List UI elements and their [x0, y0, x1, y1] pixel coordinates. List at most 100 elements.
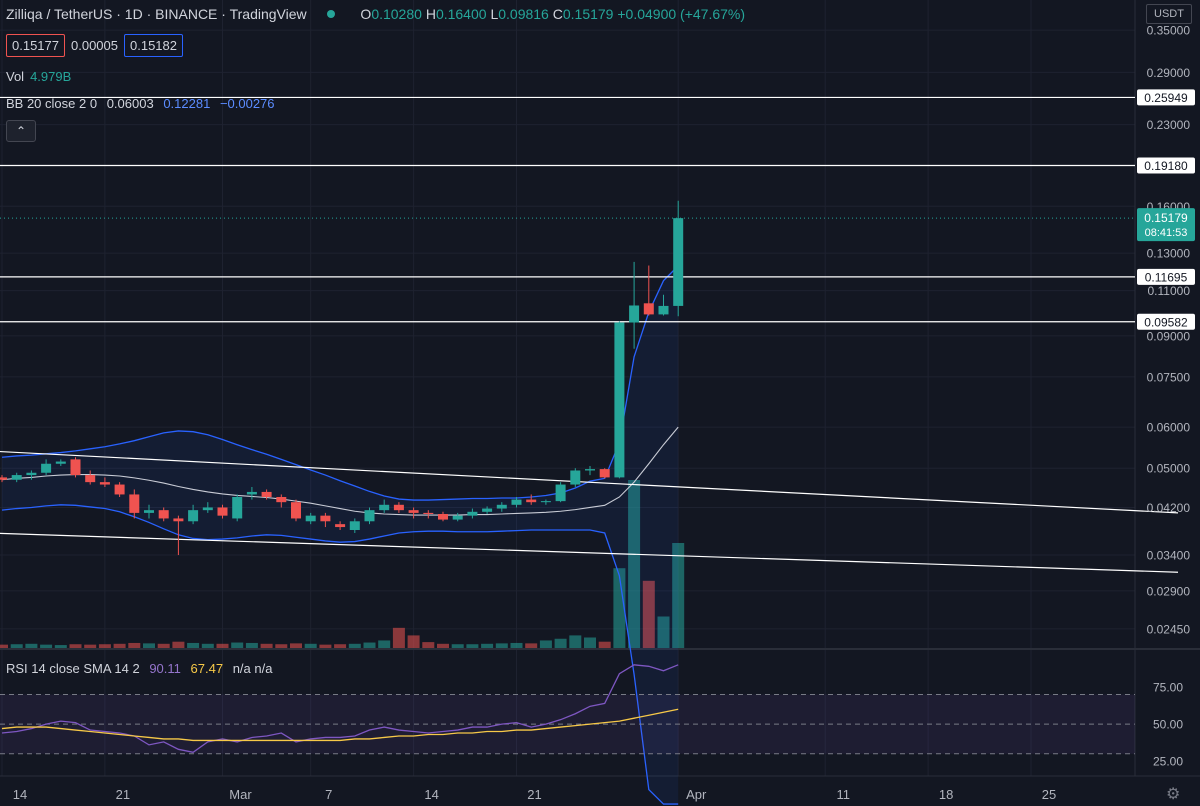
volume-bar — [466, 644, 479, 648]
price-tick-label: 0.02900 — [1147, 584, 1191, 598]
open-label: O — [360, 6, 372, 22]
candle-body — [393, 504, 404, 511]
price-tick-label: 0.06000 — [1147, 421, 1191, 435]
symbol-name[interactable]: Zilliqa / TetherUS — [6, 6, 113, 22]
candle-body — [232, 496, 243, 519]
candle-body — [99, 482, 110, 485]
volume-bar — [510, 642, 523, 648]
candle-body — [129, 494, 140, 513]
level-label: 0.11695 — [1145, 270, 1188, 284]
volume-bar — [128, 642, 141, 648]
volume-bar — [539, 640, 552, 648]
trendline — [0, 450, 1179, 514]
volume-bar — [628, 480, 641, 648]
bollinger-lower-value: −0.00276 — [219, 96, 275, 111]
rsi-tick-label: 75.00 — [1153, 681, 1183, 695]
price-tick-label: 0.09000 — [1147, 329, 1191, 343]
volume-bar — [98, 644, 111, 648]
open-value: 0.10280 — [371, 6, 422, 22]
volume-bar — [334, 644, 347, 648]
candle-body — [423, 512, 434, 514]
rsi-value: 90.11 — [149, 661, 181, 676]
bid-price[interactable]: 0.15177 — [6, 34, 65, 57]
volume-bar — [290, 643, 302, 648]
candle-body — [85, 475, 96, 483]
level-label-box — [1137, 157, 1195, 174]
bollinger-upper-value: 0.12281 — [163, 96, 211, 111]
volume-value: 4.979B — [30, 69, 72, 84]
rsi-extra: n/a n/a — [232, 661, 273, 676]
low-value: 0.09816 — [498, 6, 549, 22]
volume-label: Vol — [6, 69, 25, 84]
symbol-legend: Zilliqa / TetherUS · 1D · BINANCE · Trad… — [6, 6, 746, 22]
rsi-line — [1, 664, 679, 753]
volume-bar — [378, 640, 391, 648]
candle-body — [482, 508, 493, 512]
bollinger-basis-value: 0.06003 — [106, 96, 154, 111]
platform-label: TradingView — [229, 6, 307, 22]
volume-bar — [642, 580, 655, 648]
price-tick-label: 0.35000 — [1147, 24, 1191, 38]
candle-body — [188, 510, 199, 522]
candle-body — [555, 484, 566, 502]
bollinger-basis-line — [1, 426, 679, 516]
price-tick-label: 0.04200 — [1147, 501, 1191, 515]
volume-bar — [187, 642, 200, 648]
bollinger-legend[interactable]: BB 20 close 2 0 0.06003 0.12281 −0.00276 — [6, 96, 275, 111]
volume-bar — [245, 642, 258, 648]
trendline — [0, 532, 1179, 573]
bollinger-lower-line — [1, 504, 679, 805]
market-status-icon — [326, 10, 335, 18]
volume-bar — [216, 643, 229, 648]
volume-bar — [554, 638, 567, 648]
change-value: +0.04900 (+47.67%) — [617, 6, 746, 22]
spread-value: 0.00005 — [71, 38, 118, 53]
low-label: L — [490, 6, 499, 22]
candle-body — [202, 507, 213, 511]
time-tick-label: 11 — [836, 787, 850, 802]
candle-body — [673, 218, 684, 306]
candle-body — [379, 504, 390, 511]
quote-boxes: 0.15177 0.00005 0.15182 — [6, 34, 183, 57]
volume-bar — [407, 635, 420, 648]
volume-bar — [392, 627, 405, 648]
volume-bar — [319, 644, 332, 648]
volume-bar — [260, 643, 273, 648]
volume-bar — [437, 643, 449, 648]
rsi-legend[interactable]: RSI 14 close SMA 14 2 90.11 67.47 n/a n/… — [6, 661, 272, 676]
level-label: 0.19180 — [1144, 159, 1188, 173]
candle-body — [291, 502, 301, 519]
volume-bar — [584, 637, 596, 648]
interval-label[interactable]: 1D — [124, 6, 143, 22]
candle-body — [305, 515, 316, 522]
rsi-tick-label: 50.00 — [1153, 718, 1183, 732]
candle-body — [570, 470, 581, 485]
level-label: 0.25949 — [1144, 91, 1188, 105]
volume-bar — [231, 642, 244, 648]
time-tick-label: Apr — [686, 787, 707, 802]
volume-bar — [0, 644, 8, 648]
chevron-up-icon: ⌃ — [15, 124, 27, 138]
volume-bar — [40, 644, 53, 648]
candle-body — [11, 475, 22, 480]
close-label: C — [552, 6, 563, 22]
collapse-legend-button[interactable]: ⌃ — [6, 120, 36, 142]
time-tick-label: 25 — [1042, 787, 1056, 802]
volume-legend[interactable]: Vol 4.979B — [6, 69, 71, 84]
candle-body — [41, 463, 52, 473]
price-tick-label: 0.23000 — [1147, 118, 1191, 132]
candle-body — [276, 496, 287, 503]
gear-icon[interactable]: ⚙ — [1166, 786, 1181, 803]
candle-body — [349, 521, 360, 531]
volume-bar — [672, 543, 685, 648]
candle-body — [261, 491, 272, 497]
volume-bar — [451, 644, 464, 648]
level-label: 0.09582 — [1144, 315, 1188, 329]
candle-body — [26, 472, 37, 476]
candle-body — [70, 459, 81, 476]
time-tick-label: 14 — [424, 787, 438, 802]
candle-body — [452, 515, 463, 520]
currency-selector[interactable]: USDT — [1146, 4, 1192, 24]
ask-price[interactable]: 0.15182 — [124, 34, 183, 57]
